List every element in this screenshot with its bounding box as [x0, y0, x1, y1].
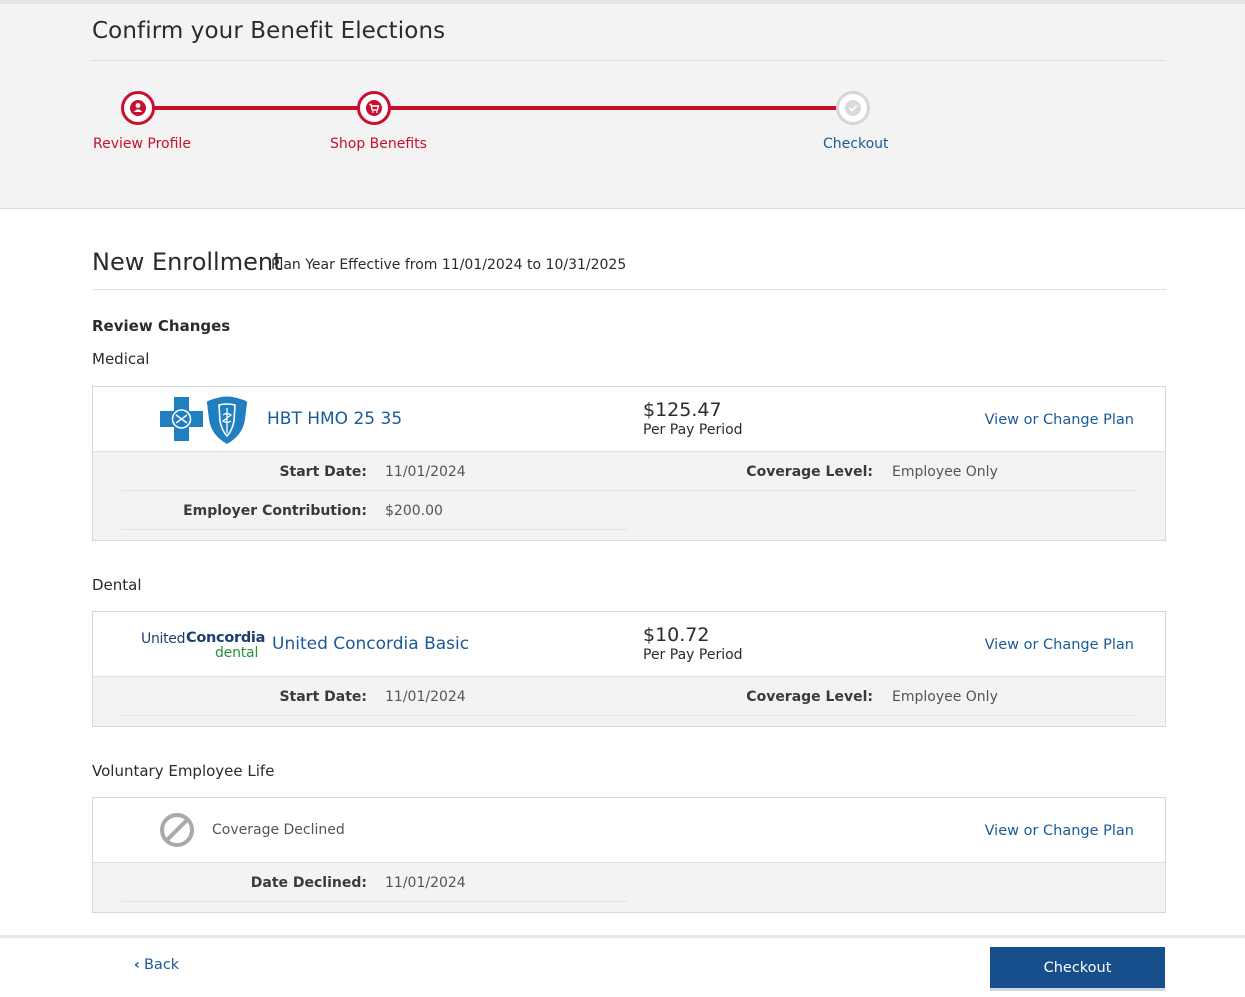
logo-text-concordia: Concordia — [186, 630, 266, 646]
employer-contribution-value: $200.00 — [385, 503, 443, 519]
checkout-button[interactable]: Checkout — [990, 947, 1165, 988]
divider — [92, 289, 1166, 290]
life-plan-card: Coverage Declined View or Change Plan Da… — [92, 797, 1166, 913]
start-date-label: Start Date: — [279, 464, 367, 480]
coverage-level-label: Coverage Level: — [746, 464, 873, 480]
detail-row: Employer Contribution: $200.00 — [121, 492, 627, 530]
start-date-value: 11/01/2024 — [385, 464, 466, 480]
logo-text-dental: dental — [215, 645, 259, 661]
dental-section-label: Dental — [92, 576, 142, 594]
medical-pay-period: Per Pay Period — [643, 422, 743, 438]
start-date-value: 11/01/2024 — [385, 689, 466, 705]
coverage-level-value: Employee Only — [892, 689, 998, 705]
check-icon — [845, 100, 861, 116]
step-label-checkout: Checkout — [823, 136, 889, 152]
medical-plan-card: HBT HMO 25 35 $125.47 Per Pay Period Vie… — [92, 386, 1166, 541]
medical-price: $125.47 — [643, 399, 722, 421]
bcbs-logo-icon — [160, 396, 248, 444]
life-change-plan-link[interactable]: View or Change Plan — [984, 823, 1134, 839]
step-shop-benefits — [357, 91, 391, 125]
start-date-label: Start Date: — [279, 689, 367, 705]
dental-change-plan-link[interactable]: View or Change Plan — [984, 637, 1134, 653]
dental-pay-period: Per Pay Period — [643, 647, 743, 663]
enrollment-title: New Enrollment — [92, 248, 283, 276]
life-plan-details: Date Declined: 11/01/2024 — [93, 863, 1165, 912]
page-title: Confirm your Benefit Elections — [92, 18, 446, 44]
step-checkout — [836, 91, 870, 125]
review-changes-heading: Review Changes — [92, 317, 231, 335]
coverage-declined-status: Coverage Declined — [212, 822, 345, 838]
dental-plan-card: United Concordia dental United Concordia… — [92, 611, 1166, 727]
detail-row: Date Declined: 11/01/2024 — [121, 864, 627, 902]
dental-plan-details: Start Date: 11/01/2024 Coverage Level: E… — [93, 677, 1165, 726]
medical-plan-name[interactable]: HBT HMO 25 35 — [267, 409, 403, 429]
back-label: Back — [143, 957, 180, 973]
logo-text-united: United — [141, 631, 186, 647]
step-review-profile — [121, 91, 155, 125]
detail-row: Start Date: 11/01/2024 Coverage Level: E… — [121, 678, 1137, 716]
back-button[interactable]: ‹ Back — [134, 957, 179, 973]
date-declined-value: 11/01/2024 — [385, 875, 466, 891]
declined-icon — [160, 813, 194, 847]
coverage-level-label: Coverage Level: — [746, 689, 873, 705]
coverage-level-value: Employee Only — [892, 464, 998, 480]
step-label-shop-benefits: Shop Benefits — [330, 136, 427, 152]
dental-plan-summary: United Concordia dental United Concordia… — [93, 612, 1165, 677]
medical-change-plan-link[interactable]: View or Change Plan — [984, 412, 1134, 428]
divider — [92, 60, 1164, 61]
progress-header: Confirm your Benefit Elections Review Pr… — [0, 0, 1245, 209]
medical-section-label: Medical — [92, 350, 150, 368]
footer-divider — [0, 935, 1245, 938]
united-concordia-logo-icon: United Concordia dental — [141, 630, 267, 663]
step-label-review-profile: Review Profile — [93, 136, 191, 152]
date-declined-label: Date Declined: — [250, 875, 367, 891]
medical-plan-summary: HBT HMO 25 35 $125.47 Per Pay Period Vie… — [93, 387, 1165, 452]
dental-plan-name[interactable]: United Concordia Basic — [272, 634, 470, 654]
medical-plan-details: Start Date: 11/01/2024 Coverage Level: E… — [93, 452, 1165, 540]
cart-icon — [366, 100, 382, 116]
detail-row: Start Date: 11/01/2024 Coverage Level: E… — [121, 453, 1137, 491]
life-plan-summary: Coverage Declined View or Change Plan — [93, 798, 1165, 863]
chevron-left-icon: ‹ — [134, 957, 140, 973]
dental-price: $10.72 — [643, 624, 710, 646]
employer-contribution-label: Employer Contribution: — [183, 503, 367, 519]
user-icon — [130, 100, 146, 116]
progress-track — [138, 106, 853, 110]
life-section-label: Voluntary Employee Life — [92, 762, 275, 780]
plan-year-subtitle: Plan Year Effective from 11/01/2024 to 1… — [271, 257, 627, 273]
